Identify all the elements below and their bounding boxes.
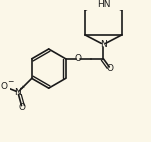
Text: O: O: [18, 103, 26, 112]
Text: N: N: [14, 88, 21, 97]
Text: −: −: [7, 77, 13, 86]
Text: O: O: [107, 64, 114, 73]
Text: HN: HN: [97, 0, 110, 9]
Text: O: O: [0, 82, 7, 91]
Text: N: N: [100, 40, 107, 49]
Text: O: O: [75, 54, 82, 63]
Text: +: +: [20, 85, 25, 90]
